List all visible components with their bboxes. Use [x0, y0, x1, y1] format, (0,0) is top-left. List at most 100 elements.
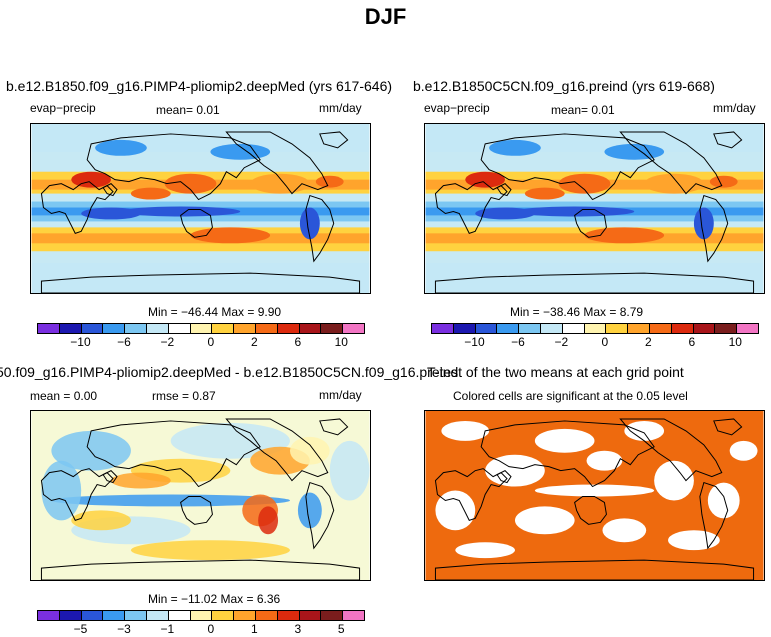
panel-2-mean-label: mean= 0.01: [551, 103, 615, 117]
coastline: [305, 481, 335, 550]
colorbar-swatch: [146, 611, 169, 620]
field-contour-region: [258, 506, 279, 535]
colorbar-swatch: [584, 324, 607, 333]
panel-2-colorbar: [431, 323, 759, 334]
panel-4-title: T-test of the two means at each grid poi…: [427, 364, 684, 380]
colorbar-swatch: [343, 324, 364, 333]
coastline: [102, 470, 118, 484]
colorbar-tick-label: 5: [337, 622, 345, 636]
not-significant-area: [586, 450, 623, 471]
panel-1-minmax: Min = −46.44 Max = 9.90: [148, 305, 282, 319]
colorbar-swatch: [497, 324, 520, 333]
panel-1-colorbar: [37, 323, 365, 334]
panel-3-rmse-label: rmse = 0.87: [152, 389, 216, 403]
not-significant-area: [534, 484, 655, 497]
colorbar-swatch: [59, 611, 82, 620]
panel-3-field: [31, 411, 370, 580]
field-contour-region: [41, 460, 82, 521]
field-contour-region: [297, 492, 322, 529]
field-contour-region: [130, 540, 290, 561]
colorbar-swatch: [212, 611, 235, 620]
not-significant-area: [514, 506, 575, 535]
colorbar-swatch: [649, 324, 672, 333]
coastline: [225, 418, 329, 482]
colorbar-swatch: [277, 611, 300, 620]
field-maximum-region: [584, 227, 665, 244]
coastline: [480, 420, 655, 488]
colorbar-swatch: [38, 324, 60, 333]
not-significant-area: [624, 420, 665, 441]
coastline: [319, 418, 349, 436]
colorbar-swatch: [168, 324, 191, 333]
colorbar-swatch: [81, 611, 104, 620]
coastline: [574, 495, 607, 525]
field-maximum-region: [644, 173, 704, 194]
panel-2-variable-label: evap−precip: [424, 101, 490, 115]
panel-3-mean-label: mean = 0.00: [30, 389, 98, 403]
coastline: [713, 131, 743, 149]
colorbar-swatch: [168, 611, 191, 620]
field-maximum-region: [190, 227, 271, 244]
panel-3-map: [30, 410, 371, 581]
field-band: [31, 124, 370, 152]
field-minimum-region: [514, 206, 635, 217]
colorbar-tick-label: −1: [160, 622, 175, 636]
not-significant-area: [729, 440, 758, 461]
colorbar-swatch: [38, 611, 60, 620]
field-contour-region: [51, 430, 131, 471]
coastline: [40, 559, 361, 580]
colorbar-swatch: [299, 324, 322, 333]
panel-3-colorbar-ticks: −5 −3 −1 0 1 3 5: [37, 622, 363, 636]
colorbar-swatch: [234, 611, 256, 620]
colorbar-swatch: [299, 611, 322, 620]
field-minimum-region: [95, 139, 147, 156]
colorbar-swatch: [146, 324, 169, 333]
colorbar-tick-label: 6: [294, 335, 302, 349]
panel-2-colorbar-ticks: −10 −6 −2 0 2 6 10: [431, 335, 757, 349]
colorbar-tick-label: 10: [728, 335, 742, 349]
field-band: [425, 124, 764, 152]
colorbar-swatch: [453, 324, 476, 333]
panel-4-subtitle: Colored cells are significant at the 0.0…: [453, 389, 688, 403]
colorbar-tick-label: −5: [73, 622, 88, 636]
field-contour-region: [51, 494, 290, 507]
colorbar-tick-label: 0: [207, 335, 215, 349]
not-significant-area: [668, 530, 720, 551]
panel-3-colorbar: [37, 610, 365, 621]
field-contour-region: [111, 472, 171, 489]
field-band: [31, 263, 370, 293]
colorbar-swatch: [321, 611, 344, 620]
field-maximum-region: [250, 173, 310, 194]
coastline: [225, 131, 329, 195]
field-contour-region: [329, 440, 370, 501]
panel-4-map: [424, 410, 765, 581]
colorbar-tick-label: 2: [250, 335, 258, 349]
colorbar-swatch: [606, 324, 629, 333]
field-band: [31, 215, 370, 222]
coastline: [496, 183, 512, 197]
colorbar-swatch: [59, 324, 82, 333]
colorbar-swatch: [125, 324, 147, 333]
colorbar-swatch: [737, 324, 758, 333]
field-band: [425, 263, 764, 293]
panel-2-minmax: Min = −38.46 Max = 8.79: [510, 305, 644, 319]
colorbar-swatch: [321, 324, 344, 333]
panel-1-variable-label: evap−precip: [30, 101, 96, 115]
coastline: [434, 559, 755, 580]
panel-4-significance-field: [425, 411, 764, 580]
coastline: [86, 133, 261, 201]
panel-3-minmax: Min = −11.02 Max = 6.36: [148, 592, 281, 606]
coastline: [574, 208, 607, 238]
field-maximum-region: [130, 187, 171, 200]
colorbar-swatch: [103, 611, 126, 620]
coastline: [102, 183, 118, 197]
colorbar-swatch: [343, 611, 364, 620]
coastline: [319, 131, 349, 149]
colorbar-tick-label: 0: [207, 622, 215, 636]
field-minimum-region: [210, 143, 271, 160]
field-maximum-region: [164, 173, 217, 194]
colorbar-swatch: [190, 611, 213, 620]
colorbar-swatch: [277, 324, 300, 333]
colorbar-swatch: [125, 611, 147, 620]
colorbar-tick-label: 2: [644, 335, 652, 349]
